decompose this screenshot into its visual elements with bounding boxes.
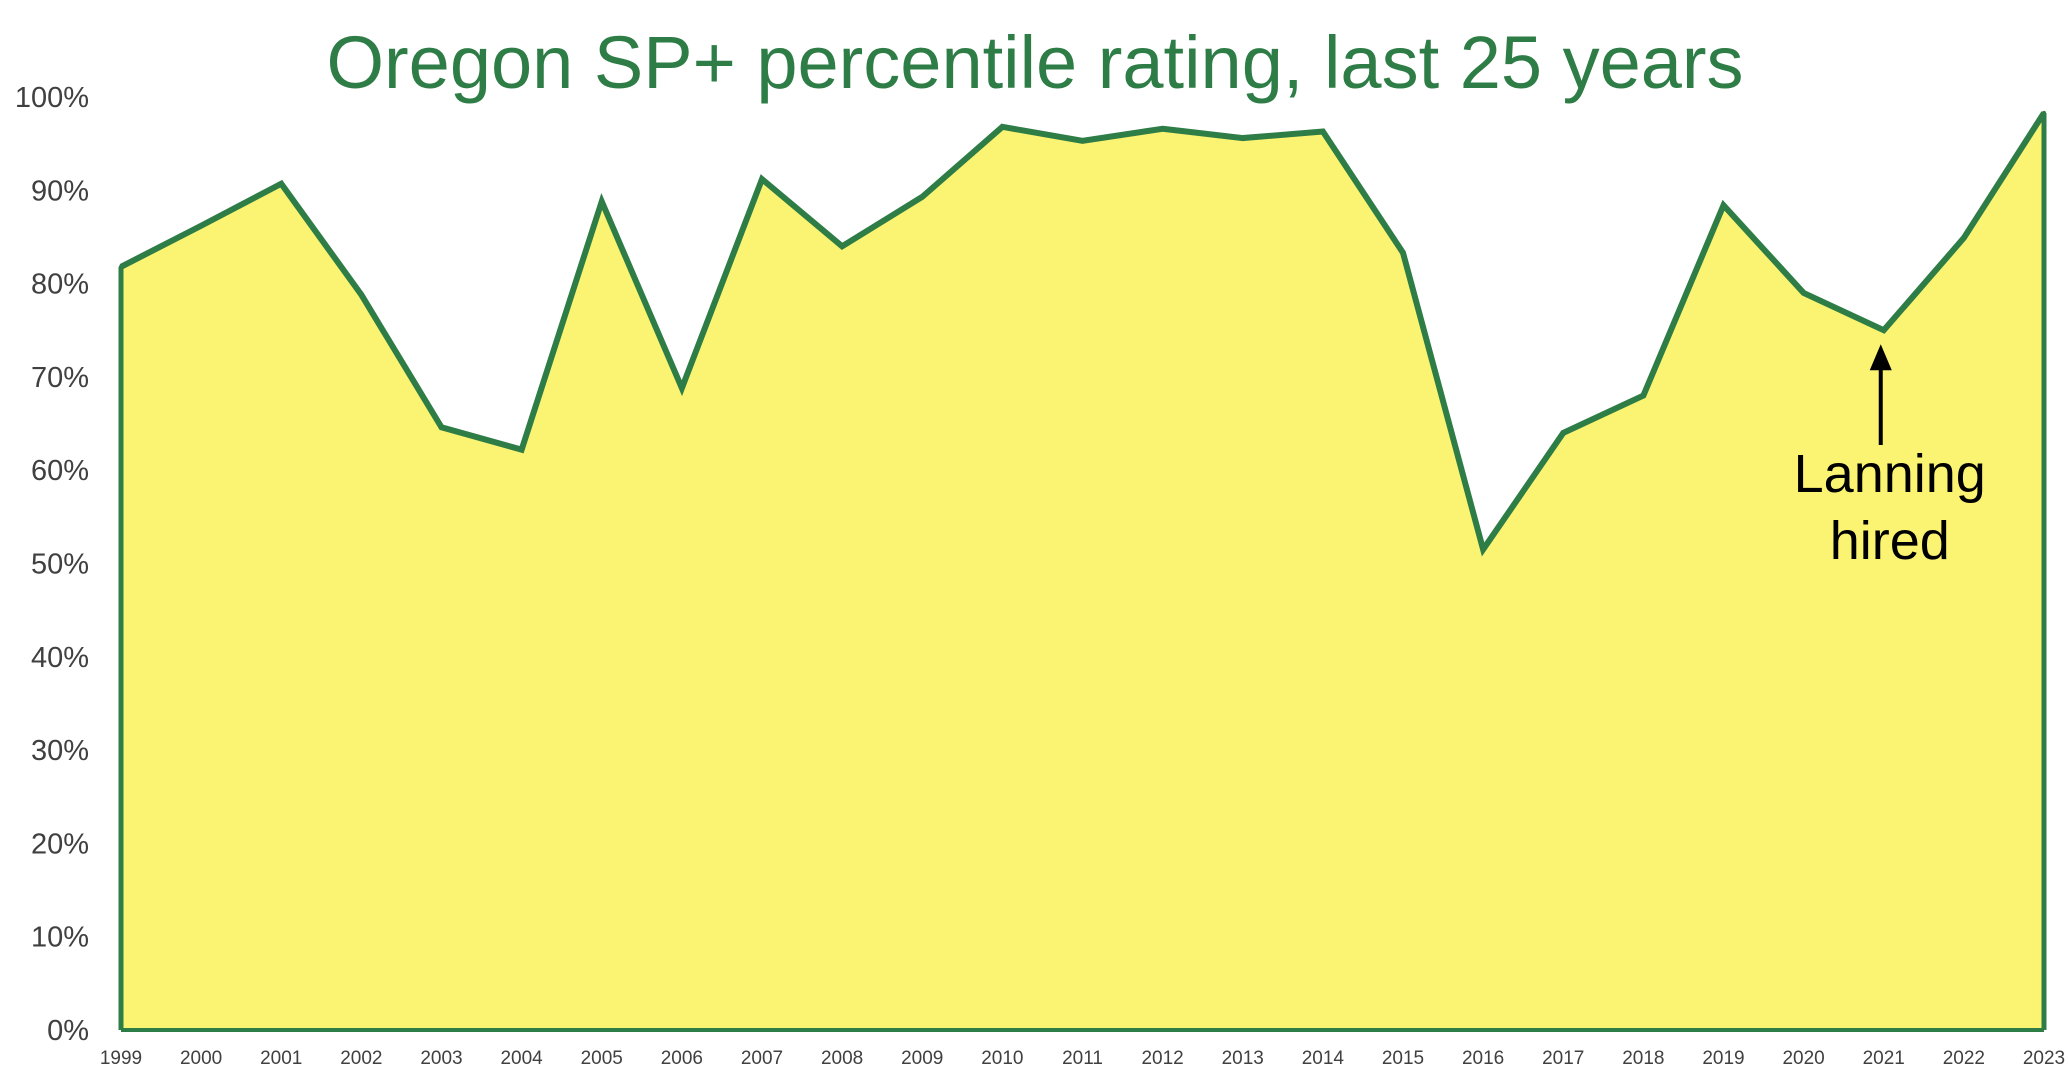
data-point bbox=[199, 223, 204, 228]
annotation-label: Lanning bbox=[1794, 444, 1986, 504]
x-tick-label: 2023 bbox=[2023, 1048, 2065, 1069]
x-tick-label: 2008 bbox=[821, 1048, 863, 1069]
x-tick-label: 2021 bbox=[1863, 1048, 1905, 1069]
data-point bbox=[1000, 124, 1005, 129]
data-point bbox=[1160, 126, 1165, 131]
x-tick-label: 2018 bbox=[1622, 1048, 1664, 1069]
y-tick-label: 70% bbox=[31, 362, 89, 394]
y-tick-label: 40% bbox=[31, 642, 89, 674]
x-tick-label: 2017 bbox=[1542, 1048, 1584, 1069]
chart-title: Oregon SP+ percentile rating, last 25 ye… bbox=[326, 21, 1744, 104]
data-point bbox=[119, 264, 123, 269]
x-tick-label: 2010 bbox=[981, 1048, 1023, 1069]
x-tick-label: 2004 bbox=[500, 1048, 543, 1069]
data-point bbox=[840, 244, 845, 249]
y-tick-label: 20% bbox=[31, 828, 89, 860]
data-point bbox=[359, 292, 364, 297]
y-tick-label: 100% bbox=[15, 82, 89, 114]
data-point bbox=[920, 194, 925, 199]
x-tick-label: 2013 bbox=[1222, 1048, 1264, 1069]
data-point bbox=[1721, 203, 1726, 208]
y-tick-label: 10% bbox=[31, 922, 89, 954]
x-tick-label: 2015 bbox=[1382, 1048, 1424, 1069]
x-tick-label: 1999 bbox=[100, 1048, 142, 1069]
x-tick-label: 2011 bbox=[1062, 1048, 1103, 1069]
data-point bbox=[679, 386, 684, 391]
data-point bbox=[1481, 547, 1486, 552]
data-point bbox=[1881, 328, 1886, 333]
x-tick-label: 2012 bbox=[1141, 1048, 1183, 1069]
x-tick-label: 2006 bbox=[661, 1048, 703, 1069]
x-tick-label: 2009 bbox=[901, 1048, 943, 1069]
x-tick-label: 2000 bbox=[180, 1048, 222, 1069]
data-point bbox=[519, 447, 524, 452]
data-point bbox=[1240, 136, 1245, 141]
data-point bbox=[760, 177, 764, 182]
data-point bbox=[1801, 290, 1806, 295]
x-tick-label: 2005 bbox=[581, 1048, 623, 1069]
area-fill bbox=[121, 112, 2044, 1030]
x-tick-label: 2020 bbox=[1782, 1048, 1824, 1069]
y-axis-ticks: 0% 10% 20% 30% 40% 50% 60% 70% 80% 90% 100% bbox=[15, 82, 89, 1047]
data-point bbox=[1320, 129, 1325, 134]
data-point bbox=[1401, 250, 1405, 255]
y-tick-label: 80% bbox=[31, 269, 89, 301]
x-tick-label: 2016 bbox=[1462, 1048, 1504, 1069]
data-point bbox=[439, 425, 444, 430]
y-tick-label: 50% bbox=[31, 549, 89, 581]
y-tick-label: 0% bbox=[47, 1015, 89, 1047]
data-point bbox=[2042, 110, 2046, 115]
y-tick-label: 90% bbox=[31, 175, 89, 207]
annotation-arrow-head bbox=[1869, 344, 1892, 371]
x-tick-label: 2022 bbox=[1943, 1048, 1985, 1069]
data-point bbox=[599, 199, 604, 204]
x-tick-label: 2002 bbox=[340, 1048, 382, 1069]
y-tick-label: 30% bbox=[31, 735, 89, 767]
data-point bbox=[1641, 393, 1646, 398]
y-tick-label: 60% bbox=[31, 455, 89, 487]
data-point bbox=[279, 181, 284, 186]
annotation-label: hired bbox=[1830, 511, 1950, 571]
data-point bbox=[1561, 430, 1566, 435]
x-tick-label: 2014 bbox=[1302, 1048, 1345, 1069]
data-point bbox=[1080, 138, 1085, 143]
x-tick-label: 2003 bbox=[420, 1048, 462, 1069]
x-tick-label: 2007 bbox=[741, 1048, 783, 1069]
data-point bbox=[1961, 235, 1966, 240]
x-tick-label: 2001 bbox=[260, 1048, 302, 1069]
area-layer bbox=[118, 110, 2047, 1032]
x-tick-label: 2019 bbox=[1702, 1048, 1744, 1069]
annotation-layer: Lanning hired bbox=[1794, 344, 1986, 571]
x-axis-ticks: 1999 2000 2001 2002 2003 2004 2005 2006 2007 2008… bbox=[100, 1048, 2065, 1069]
